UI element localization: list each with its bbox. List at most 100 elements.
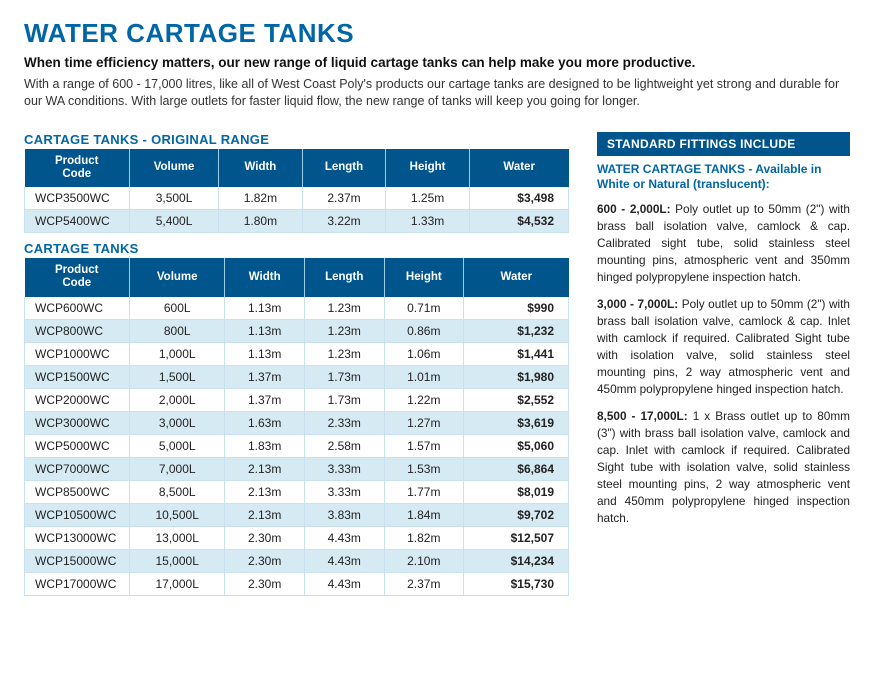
table-cell: WCP13000WC — [25, 526, 130, 549]
table-cell: 4.43m — [304, 549, 384, 572]
table-cell: WCP10500WC — [25, 503, 130, 526]
column-header: Volume — [130, 258, 225, 296]
table-cell: $6,864 — [464, 457, 569, 480]
table-cell: $990 — [464, 297, 569, 320]
table-cell: WCP5400WC — [25, 210, 130, 233]
column-header: Width — [225, 258, 305, 296]
fitting-lead: 8,500 - 17,000L: — [597, 409, 688, 423]
content-row: CARTAGE TANKS - ORIGINAL RANGE ProductCo… — [24, 124, 850, 596]
table-cell: $2,552 — [464, 388, 569, 411]
table-cell: 1.83m — [225, 434, 305, 457]
column-header: Width — [219, 149, 303, 187]
table-cell: 3.22m — [302, 210, 386, 233]
table-cell: 1.80m — [219, 210, 303, 233]
table-cell: 4.43m — [304, 572, 384, 595]
table-row: WCP5400WC5,400L1.80m3.22m1.33m$4,532 — [25, 210, 569, 233]
table-cell: 2.33m — [304, 411, 384, 434]
table-row: WCP1500WC1,500L1.37m1.73m1.01m$1,980 — [25, 365, 569, 388]
table-cell: 2.37m — [302, 187, 386, 210]
table-cell: 1.63m — [225, 411, 305, 434]
table-cell: 2.30m — [225, 526, 305, 549]
table-cell: WCP1000WC — [25, 342, 130, 365]
cartage-tanks-table: ProductCodeVolumeWidthLengthHeightWater … — [24, 258, 569, 595]
table-cell: 10,500L — [130, 503, 225, 526]
table-cell: 2.30m — [225, 572, 305, 595]
table-row: WCP5000WC5,000L1.83m2.58m1.57m$5,060 — [25, 434, 569, 457]
table-cell: 1.82m — [384, 526, 464, 549]
table-row: WCP3500WC3,500L1.82m2.37m1.25m$3,498 — [25, 187, 569, 210]
fitting-block: 600 - 2,000L: Poly outlet up to 50mm (2"… — [597, 201, 850, 286]
table-cell: 1.77m — [384, 480, 464, 503]
table-cell: 13,000L — [130, 526, 225, 549]
table-cell: 1.06m — [384, 342, 464, 365]
fitting-block: 3,000 - 7,000L: Poly outlet up to 50mm (… — [597, 296, 850, 398]
table-cell: 2.30m — [225, 549, 305, 572]
table-cell: 0.71m — [384, 297, 464, 320]
fitting-lead: 600 - 2,000L: — [597, 202, 671, 216]
table-cell: 1.23m — [304, 297, 384, 320]
table-row: WCP10500WC10,500L2.13m3.83m1.84m$9,702 — [25, 503, 569, 526]
table-cell: WCP5000WC — [25, 434, 130, 457]
table-cell: 2.10m — [384, 549, 464, 572]
table-cell: $4,532 — [469, 210, 568, 233]
table-row: WCP800WC800L1.13m1.23m0.86m$1,232 — [25, 319, 569, 342]
table-cell: 1.25m — [386, 187, 470, 210]
table-cell: WCP3500WC — [25, 187, 130, 210]
subheading: When time efficiency matters, our new ra… — [24, 55, 850, 70]
table-cell: 1.23m — [304, 319, 384, 342]
table-row: WCP7000WC7,000L2.13m3.33m1.53m$6,864 — [25, 457, 569, 480]
fitting-block: 8,500 - 17,000L: 1 x Brass outlet up to … — [597, 408, 850, 527]
cartage-tanks-title: CARTAGE TANKS — [24, 241, 569, 256]
table-cell: WCP1500WC — [25, 365, 130, 388]
table-row: WCP600WC600L1.13m1.23m0.71m$990 — [25, 297, 569, 320]
table-cell: 7,000L — [130, 457, 225, 480]
table-cell: 1.13m — [225, 342, 305, 365]
tables-column: CARTAGE TANKS - ORIGINAL RANGE ProductCo… — [24, 124, 569, 596]
table-cell: 2,000L — [130, 388, 225, 411]
table-cell: WCP600WC — [25, 297, 130, 320]
fittings-subtitle: WATER CARTAGE TANKS - Available in White… — [597, 162, 850, 193]
fittings-sub-label: WATER CARTAGE TANKS — [597, 162, 745, 176]
table-cell: 5,000L — [130, 434, 225, 457]
table-cell: 3.33m — [304, 457, 384, 480]
table-row: WCP3000WC3,000L1.63m2.33m1.27m$3,619 — [25, 411, 569, 434]
table-cell: WCP3000WC — [25, 411, 130, 434]
page-title: WATER CARTAGE TANKS — [24, 18, 850, 49]
table-cell: 15,000L — [130, 549, 225, 572]
table-cell: 2.58m — [304, 434, 384, 457]
table-cell: 2.37m — [384, 572, 464, 595]
column-header: ProductCode — [25, 149, 130, 187]
table-cell: 1.23m — [304, 342, 384, 365]
table-cell: 2.13m — [225, 503, 305, 526]
column-header: Height — [384, 258, 464, 296]
table-cell: 1.82m — [219, 187, 303, 210]
table-cell: 1.13m — [225, 297, 305, 320]
table-row: WCP13000WC13,000L2.30m4.43m1.82m$12,507 — [25, 526, 569, 549]
table-cell: WCP7000WC — [25, 457, 130, 480]
table-cell: $9,702 — [464, 503, 569, 526]
column-header: ProductCode — [25, 258, 130, 296]
column-header: Length — [302, 149, 386, 187]
table-row: WCP1000WC1,000L1.13m1.23m1.06m$1,441 — [25, 342, 569, 365]
column-header: Height — [386, 149, 470, 187]
fitting-lead: 3,000 - 7,000L: — [597, 297, 678, 311]
table-cell: 1.53m — [384, 457, 464, 480]
table-cell: 3.83m — [304, 503, 384, 526]
table-cell: 5,400L — [130, 210, 219, 233]
original-range-table: ProductCodeVolumeWidthLengthHeightWater … — [24, 149, 569, 233]
table-cell: 1.73m — [304, 365, 384, 388]
table-cell: WCP15000WC — [25, 549, 130, 572]
table-cell: $15,730 — [464, 572, 569, 595]
table-cell: 3,500L — [130, 187, 219, 210]
table-cell: $1,441 — [464, 342, 569, 365]
table-cell: $1,232 — [464, 319, 569, 342]
table-cell: WCP8500WC — [25, 480, 130, 503]
table-cell: 0.86m — [384, 319, 464, 342]
table-cell: 3,000L — [130, 411, 225, 434]
table-cell: 1.33m — [386, 210, 470, 233]
table-cell: WCP2000WC — [25, 388, 130, 411]
table-cell: 17,000L — [130, 572, 225, 595]
table-cell: 1,500L — [130, 365, 225, 388]
table-cell: 1.22m — [384, 388, 464, 411]
table-cell: 1.57m — [384, 434, 464, 457]
